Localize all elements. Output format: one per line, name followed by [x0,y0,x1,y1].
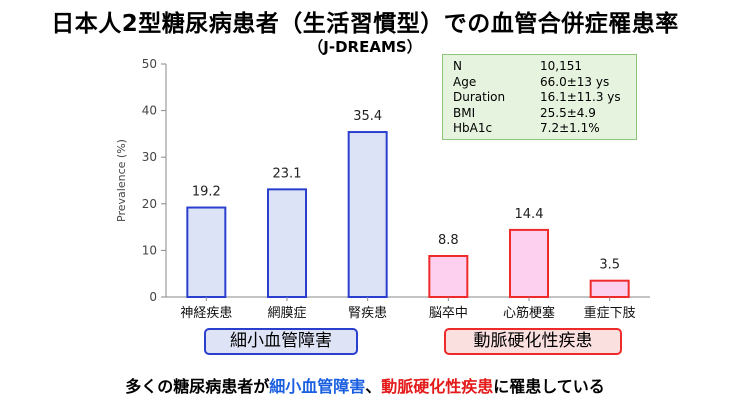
bar-3 [347,131,388,298]
y-tick-label: 30 [142,150,157,164]
y-axis-label: Prevalence (%) [115,139,128,222]
bar-value-label: 8.8 [438,233,459,248]
bar-value-label: 14.4 [515,207,544,222]
conclusion-macro: 動脈硬化性疾患 [381,377,494,396]
x-tick-label: 腎疾患 [348,306,387,321]
x-tick-label: 脳卒中 [429,306,468,321]
y-tick-label: 20 [142,197,157,211]
conclusion-micro: 細小血管障害 [269,377,366,396]
page-title: 日本人2型糖尿病患者（生活習慣型）での血管合併症罹患率 [51,11,679,37]
stats-value: 16.1±11.3 ys [540,90,621,104]
stats-key: HbA1c [453,121,493,135]
stats-row-age: Age 66.0±13 ys [453,75,636,91]
stats-row-bmi: BMI 25.5±4.9 [453,106,636,122]
stats-panel: N 10,151 Age 66.0±13 ys Duration 16.1±11… [442,54,637,140]
x-tick-label: 網膜症 [267,306,306,321]
stats-key: N [453,59,462,73]
bar-5 [509,228,549,298]
group-label-microvascular: 細小血管障害 [204,328,358,355]
stats-value: 66.0±13 ys [540,74,610,89]
y-tick-label: 40 [142,104,157,118]
stats-key: BMI [453,105,476,120]
stats-value: 25.5±4.9 [540,105,596,120]
stats-row-duration: Duration 16.1±11.3 ys [453,90,636,106]
stats-key: Age [453,74,477,89]
stats-value: 10,151 [540,59,582,73]
bar-1 [186,206,227,298]
bar-6 [589,279,630,299]
conclusion-part2: に罹患している [493,377,605,396]
stats-value: 7.2±1.1% [540,121,600,135]
bar-value-label: 19.2 [192,185,221,200]
page-subtitle: （J-DREAMS） [308,38,422,56]
group-label-atherosclerotic: 動脈硬化性疾患 [444,328,622,355]
conclusion-sep: 、 [365,377,382,396]
bar-4 [428,254,469,299]
bar-value-label: 3.5 [599,258,620,273]
x-tick-label: 神経疾患 [180,306,232,321]
stats-row-n: N 10,151 [453,59,636,75]
x-tick-label: 重症下肢 [584,305,636,321]
bar-value-label: 23.1 [273,166,302,181]
x-tick-label: 心筋梗塞 [503,305,555,321]
y-tick-label: 0 [149,290,157,304]
stats-key: Duration [453,90,506,104]
conclusion-part1: 多くの糖尿病患者が [125,377,270,396]
y-tick-label: 50 [142,57,157,71]
y-tick-label: 10 [142,243,157,257]
bar-value-label: 35.4 [353,109,382,124]
bar-2 [267,188,307,299]
conclusion-text: 多くの糖尿病患者が細小血管障害、動脈硬化性疾患に罹患している [0,373,730,397]
stats-row-hba1c: HbA1c 7.2±1.1% [453,121,636,137]
